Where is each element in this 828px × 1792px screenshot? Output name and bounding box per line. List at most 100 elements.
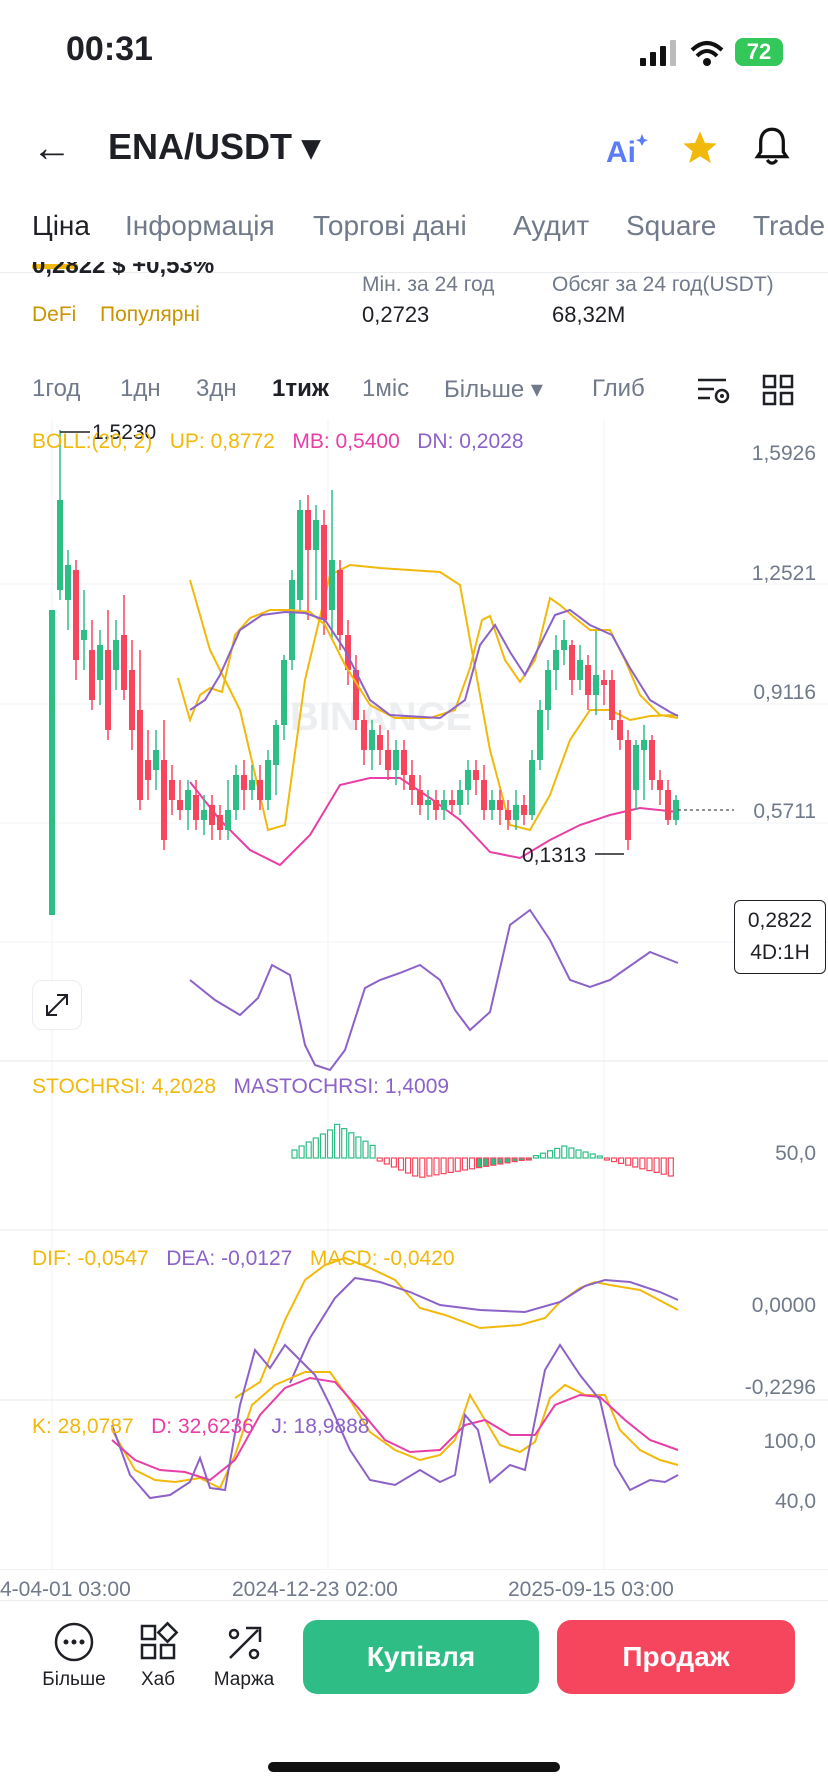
price-axis-1: 1,5926	[751, 442, 816, 465]
price-partial-wrap: 0,2822 $ +0,53%	[32, 262, 292, 286]
candle-body	[433, 800, 439, 810]
home-indicator	[268, 1762, 560, 1772]
candle-body	[281, 660, 287, 725]
macd-bar	[660, 1157, 667, 1175]
candle-body	[49, 610, 55, 915]
candle-body	[241, 775, 247, 790]
candle-body	[201, 810, 207, 820]
layout-grid-icon[interactable]	[762, 374, 794, 406]
candle-body	[569, 645, 575, 680]
date-axis-3: 2025-09-15 03:00	[508, 1578, 674, 1601]
candle-body	[297, 510, 303, 600]
macd-dif-line	[234, 1256, 679, 1399]
expand-icon	[46, 994, 68, 1016]
macd-axis-bottom: -0,2296	[744, 1376, 816, 1399]
bell-icon[interactable]	[752, 126, 792, 168]
candle-body	[129, 670, 135, 730]
macd-bar	[476, 1157, 483, 1169]
stochrsi-k-line	[177, 596, 679, 724]
kdj-axis-mid: 40,0	[775, 1490, 816, 1513]
back-arrow-icon[interactable]: ←	[32, 126, 72, 170]
candle-body	[321, 525, 327, 620]
candle-body	[537, 710, 543, 760]
tab-bar: Ціна Інформація Торгові дані Аудит Squar…	[0, 210, 828, 266]
interval-1m[interactable]: 1міс	[362, 375, 410, 402]
candle-body	[409, 775, 415, 790]
interval-more[interactable]: Більше ▾	[444, 376, 543, 403]
candle-body	[561, 640, 567, 650]
macd-bar	[419, 1157, 426, 1178]
candle-body	[161, 760, 167, 840]
candle-body	[609, 680, 615, 720]
candle-body	[81, 630, 87, 640]
status-bar: 00:31 72	[0, 0, 828, 100]
hub-label: Хаб	[140, 1669, 176, 1690]
candle-body	[649, 740, 655, 780]
more-dots-icon	[54, 1622, 94, 1662]
interval-bar: 1год 1дн 3дн 1тиж 1міс Більше ▾ Глиб	[0, 375, 828, 415]
candle-body	[633, 745, 639, 790]
tab-price[interactable]: Ціна	[32, 210, 90, 241]
price-partial: 0,2822 $ +0,53%	[32, 262, 215, 279]
indicator-settings-icon[interactable]	[696, 374, 730, 406]
candle-body	[273, 725, 279, 765]
buy-button[interactable]: Купівля	[303, 1620, 539, 1694]
tab-info[interactable]: Інформація	[125, 210, 275, 241]
macd-bar	[454, 1157, 461, 1172]
candle-body	[249, 780, 255, 790]
fullscreen-button[interactable]	[32, 980, 82, 1030]
sell-button[interactable]: Продаж	[557, 1620, 795, 1694]
pair-title[interactable]: ENA/USDT ▾	[108, 126, 321, 167]
macd-bar	[518, 1157, 525, 1162]
macd-bar	[383, 1157, 390, 1165]
macd-bar	[319, 1133, 326, 1159]
macd-bar	[610, 1157, 618, 1163]
divider	[0, 1600, 828, 1601]
boll-mid-line	[189, 777, 679, 867]
interval-1w[interactable]: 1тиж	[272, 375, 329, 402]
macd-bar	[326, 1129, 334, 1159]
candle-body	[505, 810, 511, 820]
macd-bar	[568, 1147, 575, 1159]
candle-body	[185, 790, 191, 810]
macd-bar	[341, 1127, 348, 1159]
candle-body	[345, 635, 351, 670]
tab-audit[interactable]: Аудит	[513, 210, 590, 241]
macd-bar	[582, 1151, 589, 1159]
candle-body	[417, 790, 423, 805]
candle-body	[497, 800, 503, 810]
macd-bar	[447, 1157, 454, 1173]
candle-body	[425, 800, 431, 805]
hub-button[interactable]: Хаб	[118, 1620, 198, 1691]
star-icon[interactable]	[680, 128, 720, 168]
candle-body	[265, 760, 271, 800]
candle-body	[601, 680, 607, 685]
interval-depth[interactable]: Глиб	[592, 375, 645, 402]
macd-bar	[412, 1157, 419, 1177]
svg-text:Ai: Ai	[606, 136, 636, 168]
interval-1h[interactable]: 1год	[32, 375, 81, 402]
ai-icon[interactable]: Ai	[604, 132, 648, 168]
candle-body	[513, 805, 519, 820]
candle-body	[353, 670, 359, 720]
interval-3d[interactable]: 3дн	[196, 375, 237, 402]
tag-defi[interactable]: DeFi	[32, 303, 77, 326]
candle-countdown: 4D:1H	[750, 941, 810, 964]
macd-bar	[589, 1153, 596, 1159]
tab-square[interactable]: Square	[626, 210, 717, 241]
candle-body	[97, 645, 103, 680]
margin-button[interactable]: Маржа	[204, 1620, 284, 1691]
candle-body	[529, 760, 535, 815]
candle-body	[385, 750, 391, 770]
interval-1d[interactable]: 1дн	[120, 375, 161, 402]
tab-trade-data[interactable]: Торгові дані	[313, 210, 467, 241]
price-chart[interactable]: BINANCE 1,5230 0,1313	[0, 420, 828, 1570]
tab-trade[interactable]: Trade	[753, 210, 826, 241]
macd-bar	[390, 1157, 397, 1168]
candle-body	[217, 815, 223, 830]
more-button[interactable]: Більше	[34, 1620, 114, 1691]
status-time: 00:31	[66, 30, 153, 68]
tag-popular[interactable]: Популярні	[100, 303, 200, 326]
macd-bar	[504, 1157, 511, 1164]
macd-bar	[617, 1157, 625, 1165]
